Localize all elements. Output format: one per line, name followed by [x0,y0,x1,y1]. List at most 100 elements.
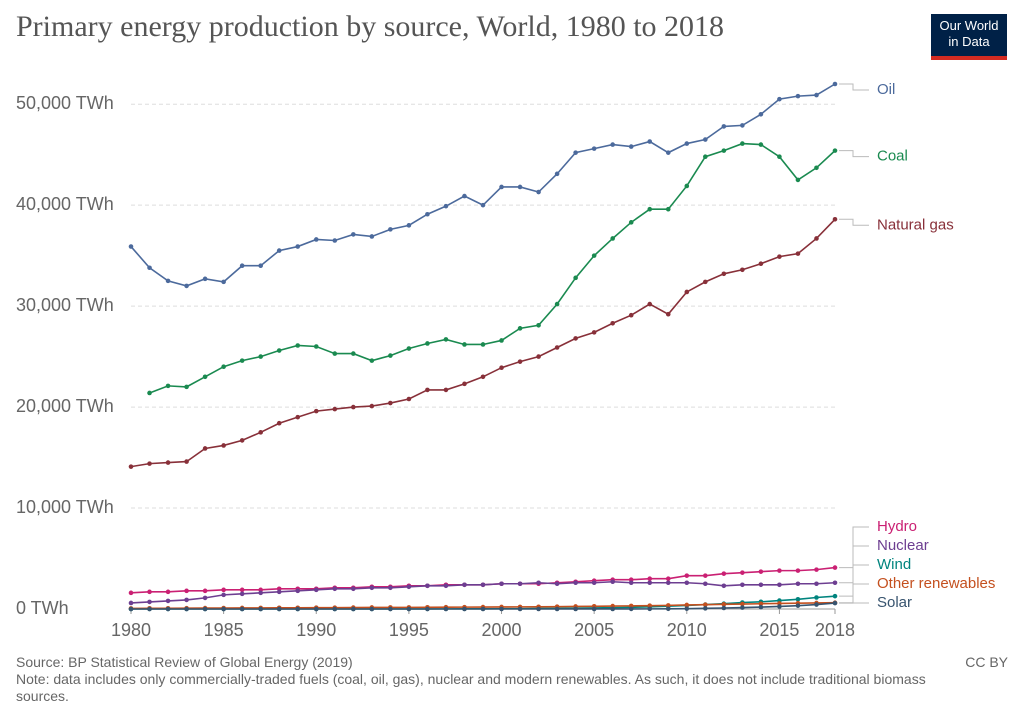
note: Note: data includes only commercially-tr… [16,671,926,704]
data-point [239,438,245,443]
data-point [832,600,838,606]
data-point [647,580,653,586]
data-point [332,586,338,592]
data-point [832,565,838,570]
data-point [610,236,615,241]
data-point [647,576,653,582]
data-point [369,606,375,612]
data-point [517,581,523,587]
data-point [703,581,708,587]
logo[interactable]: Our World in Data [931,14,1007,60]
data-point [647,603,653,608]
data-point [406,223,412,228]
data-point [221,279,226,285]
data-point [684,602,690,608]
data-point [480,582,486,588]
data-point [591,146,597,151]
data-point [184,597,189,603]
data-point [517,326,523,331]
data-point [703,602,708,607]
data-point [258,354,263,359]
data-point [740,267,745,273]
data-point [758,569,764,574]
data-point [795,251,801,256]
data-point [517,184,523,190]
data-point [276,589,282,595]
data-point [258,590,263,596]
data-point [647,206,653,212]
data-point [554,345,560,350]
data-point [573,275,578,281]
data-point [814,581,819,587]
data-point [721,602,727,607]
data-point [536,189,541,195]
data-point [443,583,449,589]
data-point [740,601,745,607]
data-point [721,148,727,153]
data-point [239,587,245,593]
data-point [165,606,171,612]
y-tick-label: 40,000 TWh [16,194,114,214]
series-line [130,83,836,287]
data-point [499,184,504,190]
data-point [832,593,838,599]
data-point [276,348,282,353]
data-point [388,227,393,232]
data-point [832,216,838,222]
data-point [777,604,782,609]
data-point [313,344,319,349]
data-point [814,567,819,572]
data-point [258,263,263,269]
chart-title: Primary energy production by source, Wor… [16,10,725,43]
series-label: Other renewables [877,575,995,592]
data-point [221,364,226,369]
data-point [184,606,189,612]
data-point [554,606,560,612]
data-point [814,595,819,600]
series-label: Solar [877,594,912,611]
data-point [258,606,263,612]
x-tick-label: 2000 [482,620,522,640]
data-point [684,606,690,611]
x-tick-label: 2015 [759,620,799,640]
data-point [462,582,467,588]
data-point [684,580,690,586]
data-point [425,341,430,346]
data-point [628,312,634,318]
data-point [721,571,727,576]
data-point [128,464,134,469]
data-point [147,599,152,605]
data-point [665,603,671,608]
data-point [165,589,171,595]
data-point [647,301,653,307]
data-point [814,602,819,607]
data-point [795,568,801,573]
data-point [406,584,412,590]
y-tick-label: 20,000 TWh [16,396,114,416]
data-point [462,342,467,347]
data-point [665,576,671,582]
data-point [591,580,597,586]
data-point [462,193,467,199]
x-tick-label: 1995 [389,620,429,640]
series-label: Hydro [877,518,917,535]
data-point [184,384,189,390]
data-point [147,390,152,396]
data-point [777,254,782,259]
data-point [480,606,486,612]
data-point [369,403,375,409]
data-point [703,573,708,578]
data-point [202,595,208,601]
data-point [703,279,708,285]
data-point [351,232,356,237]
data-point [832,81,838,87]
data-point [369,585,375,591]
data-point [425,387,430,393]
data-point [684,289,690,295]
data-point [165,598,171,604]
data-point [758,604,764,610]
series-label: Oil [877,81,895,98]
data-point [591,253,597,258]
data-point [295,414,301,420]
data-point [499,581,504,587]
